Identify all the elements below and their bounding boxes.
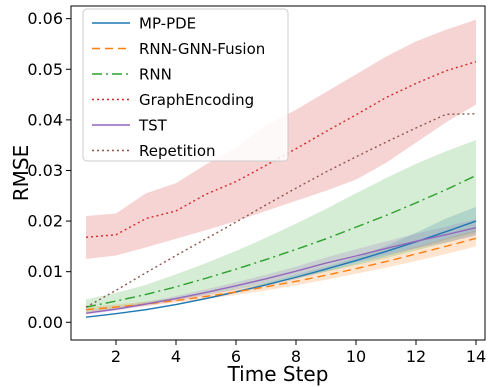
line-tst [85,226,477,314]
y-tick-label: 0.04 [27,110,63,129]
line-repetition [85,113,477,308]
x-tick-label: 12 [406,347,426,366]
x-tick-label: 14 [466,347,486,366]
y-tick-label: 0.03 [27,161,63,180]
band-rnn [86,140,476,313]
x-tick-label: 6 [231,347,241,366]
legend-label-mp-pde: MP-PDE [139,15,196,33]
y-axis-ticks: 0.00 0.01 0.02 0.03 0.04 0.05 0.06 [27,9,71,332]
y-axis-label: RMSE [9,145,33,201]
line-mp-pde [85,220,477,318]
legend-label-tst: TST [138,117,168,135]
legend-label-repetition: Repetition [139,142,216,160]
y-tick-label: 0.02 [27,212,63,231]
legend-label-rnn: RNN [139,66,172,84]
plot-frame [70,5,486,341]
line-graphencoding [85,60,477,238]
y-tick-label: 0.01 [27,262,63,281]
x-tick-label: 4 [171,347,181,366]
y-tick-label: 0.00 [27,313,63,332]
x-tick-label: 10 [346,347,366,366]
x-axis-label: Time Step [227,362,329,386]
legend-label-graphencoding: GraphEncoding [139,91,254,109]
x-tick-label: 2 [111,347,121,366]
legend-label-rnn-gnn-fusion: RNN-GNN-Fusion [139,40,265,58]
legend-box [82,8,289,162]
y-tick-label: 0.06 [27,9,63,28]
line-rnn [85,174,477,308]
series-lines [85,60,477,318]
x-tick-label: 8 [291,347,301,366]
y-tick-label: 0.05 [27,60,63,79]
legend: MP-PDE RNN-GNN-Fusion RNN GraphEncoding TST R… [82,8,289,162]
x-axis-ticks: 2 4 6 8 10 12 14 [111,340,486,366]
band-rnn-gnn-fusion [86,229,476,313]
